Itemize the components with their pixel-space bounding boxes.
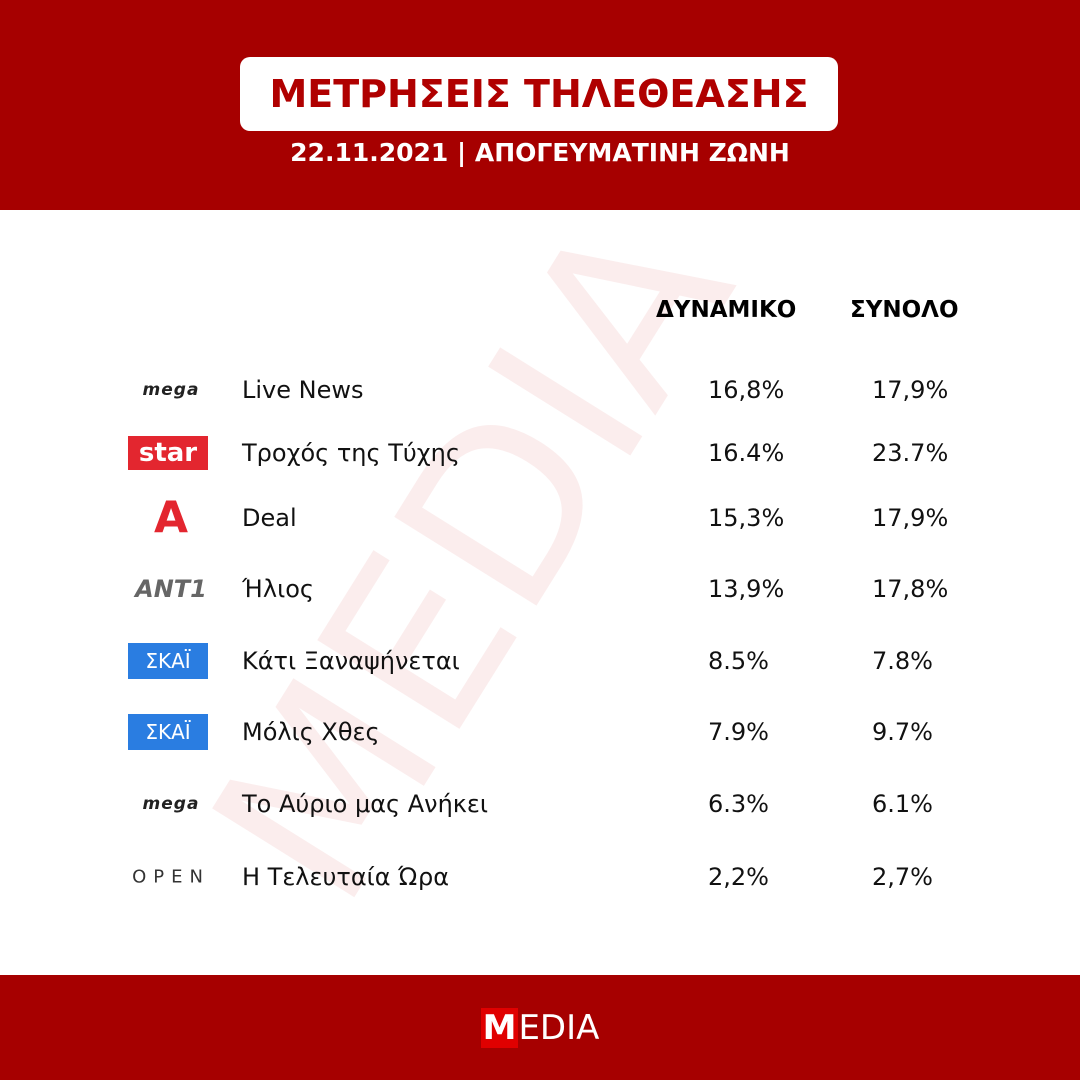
table-row: OPEN Η Τελευταία Ώρα 2,2% 2,7% <box>0 852 1080 902</box>
show-name: Ήλιος <box>242 575 314 603</box>
share-value: 15,3% <box>708 504 785 532</box>
watermark: MEDIA <box>163 171 785 945</box>
show-name: Η Τελευταία Ώρα <box>242 863 450 891</box>
channel-logo: ΣΚΑΪ <box>128 714 208 750</box>
table-row: mega Live News 16,8% 17,9% <box>0 365 1080 415</box>
brand-rest: EDIA <box>518 1007 600 1048</box>
table-row: A Deal 15,3% 17,9% <box>0 492 1080 544</box>
column-header: ΣΥΝΟΛΟ <box>850 297 959 323</box>
show-name: Μόλις Χθες <box>242 718 380 746</box>
channel-logo: star <box>128 436 208 470</box>
share-value: 9.7% <box>872 718 933 746</box>
channel-logo: A <box>153 492 189 544</box>
share-value: 17,9% <box>872 376 949 404</box>
show-name: Deal <box>242 504 297 532</box>
share-value: 6.3% <box>708 790 769 818</box>
share-value: 7.9% <box>708 718 769 746</box>
table-row: ANT1 Ήλιος 13,9% 17,8% <box>0 564 1080 614</box>
show-name: Το Αύριο μας Ανήκει <box>242 790 489 818</box>
brand-initial: M <box>480 1007 519 1048</box>
subtitle: 22.11.2021 | ΑΠΟΓΕΥΜΑΤΙΝΗ ΖΩΝΗ <box>290 138 790 167</box>
share-value: 17,8% <box>872 575 949 603</box>
share-value: 16,8% <box>708 376 785 404</box>
channel-logo: mega <box>142 794 200 814</box>
table-row: ΣΚΑΪ Μόλις Χθες 7.9% 9.7% <box>0 707 1080 757</box>
show-name: Κάτι Ξαναψήνεται <box>242 647 460 675</box>
share-value: 2,7% <box>872 863 933 891</box>
channel-logo: ΣΚΑΪ <box>128 643 208 679</box>
share-value: 23.7% <box>872 439 949 467</box>
table-row: mega Το Αύριο μας Ανήκει 6.3% 6.1% <box>0 779 1080 829</box>
channel-logo: ANT1 <box>135 575 207 603</box>
show-name: Live News <box>242 376 364 404</box>
share-value: 17,9% <box>872 504 949 532</box>
share-value: 16.4% <box>708 439 785 467</box>
share-value: 6.1% <box>872 790 933 818</box>
share-value: 8.5% <box>708 647 769 675</box>
share-value: 13,9% <box>708 575 785 603</box>
show-name: Τροχός της Τύχης <box>242 439 460 467</box>
footer: M EDIA <box>0 975 1080 1080</box>
share-value: 7.8% <box>872 647 933 675</box>
table-row: ΣΚΑΪ Κάτι Ξαναψήνεται 8.5% 7.8% <box>0 636 1080 686</box>
share-value: 2,2% <box>708 863 769 891</box>
table-row: star Τροχός της Τύχης 16.4% 23.7% <box>0 428 1080 478</box>
channel-logo: OPEN <box>132 866 210 888</box>
channel-logo: mega <box>142 380 200 400</box>
title: ΜΕΤΡΗΣΕΙΣ ΤΗΛΕΘΕΑΣΗΣ <box>240 57 838 131</box>
column-header: ΔΥΝΑΜΙΚΟ <box>656 297 797 323</box>
